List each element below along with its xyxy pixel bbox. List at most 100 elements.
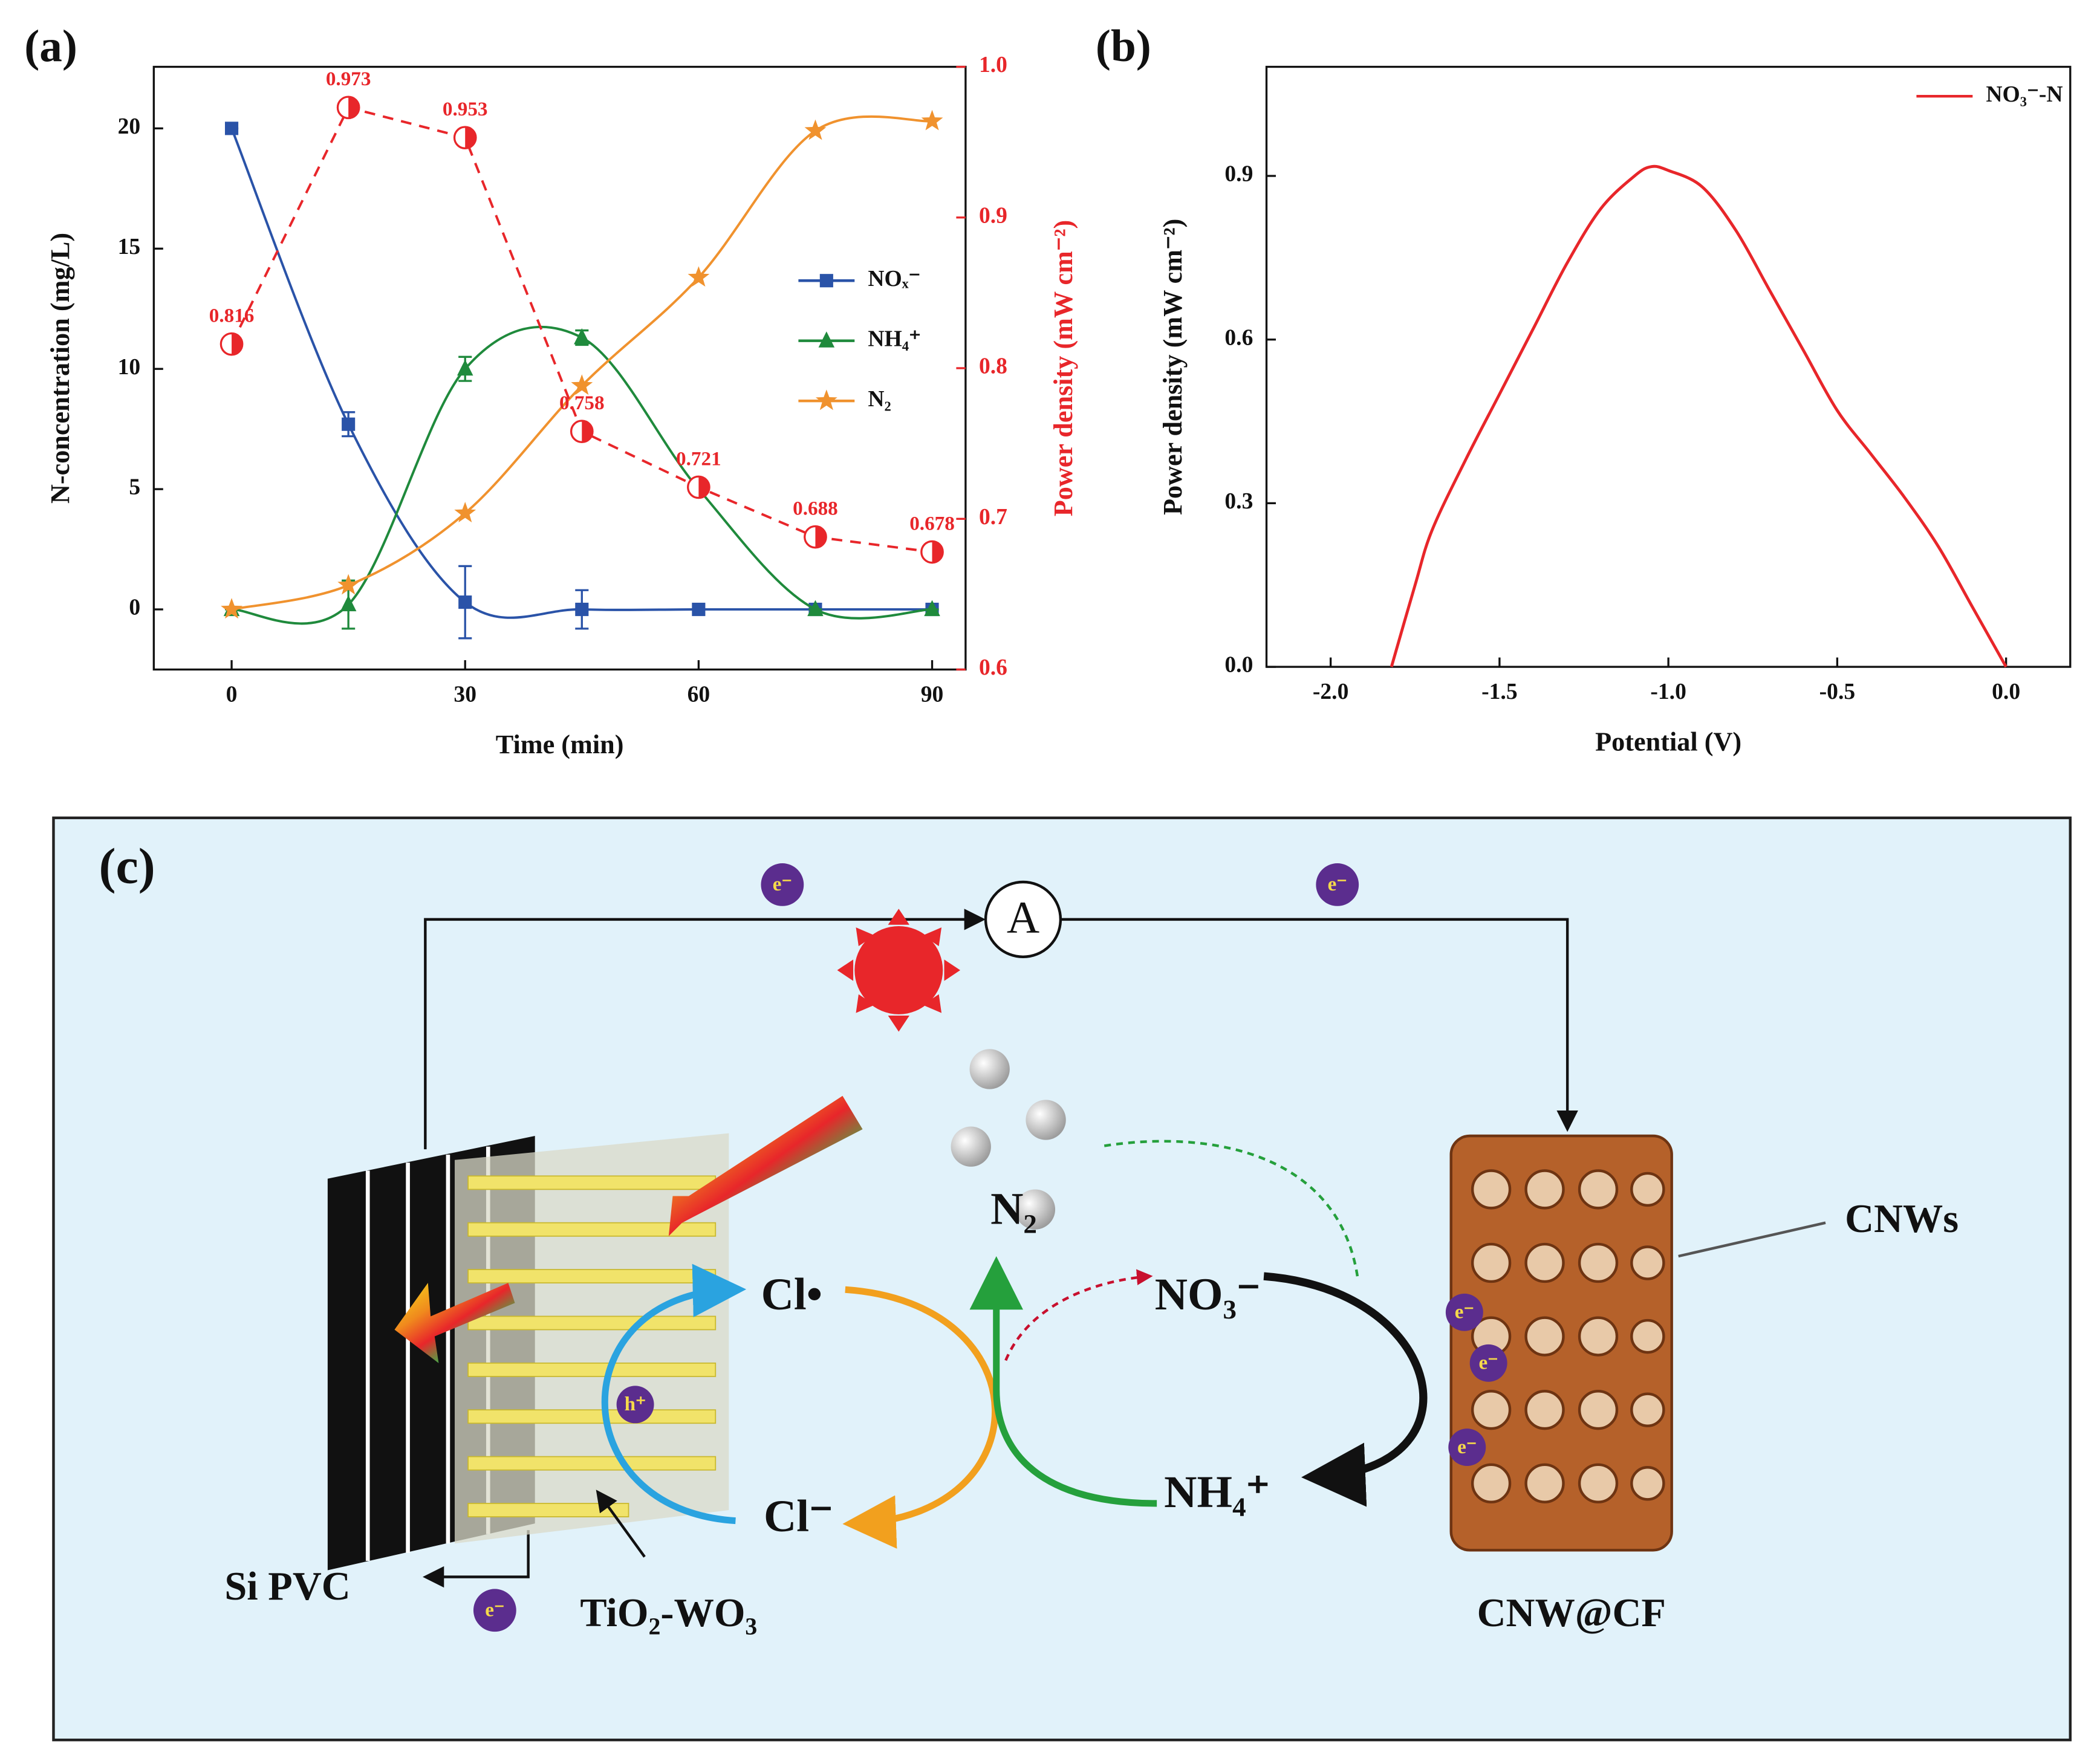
- species-label: Cl•: [761, 1269, 822, 1320]
- series-line: [1390, 164, 2008, 668]
- x-tick-label: -0.5: [1819, 679, 1856, 704]
- marker: [336, 96, 360, 120]
- electron-label: e⁻: [1455, 1301, 1474, 1323]
- pointer-line: [596, 1490, 646, 1558]
- x-tick-label: -1.5: [1481, 679, 1518, 704]
- species-label: N₂: [990, 1184, 1037, 1234]
- legend-label: NH₄⁺: [868, 326, 920, 351]
- circuit-wire: [424, 909, 986, 1150]
- component-label: CNW@CF: [1477, 1591, 1666, 1635]
- electron-label: e⁻: [773, 873, 792, 895]
- sun-rays: [837, 909, 961, 1032]
- component-label: TiO₂-WO₃: [580, 1591, 757, 1635]
- y-tick-label: 20: [118, 114, 141, 139]
- y2-tick-label: 0.9: [979, 203, 1007, 228]
- species-label: NH₄⁺: [1164, 1467, 1270, 1517]
- y-tick-label: 0.6: [1224, 325, 1253, 350]
- n2-molecule: [969, 1049, 1010, 1089]
- marker: [807, 600, 824, 617]
- marker: [219, 332, 244, 356]
- marker: [924, 600, 940, 617]
- y2-tick-label: 0.6: [979, 655, 1007, 680]
- n2-molecule: [1015, 1189, 1056, 1230]
- x-tick-label: 90: [921, 682, 944, 707]
- marker: [804, 525, 827, 549]
- marker: [819, 274, 833, 288]
- y-axis-label: Power density (mW cm⁻²): [1158, 219, 1188, 515]
- marker-half: [698, 476, 710, 498]
- marker-half: [582, 421, 593, 443]
- plot-frame: [1265, 65, 2072, 668]
- cathode-pores: [1471, 1169, 1665, 1503]
- component-label: Si PVC: [224, 1565, 350, 1609]
- n2-molecule: [951, 1126, 991, 1167]
- marker: [815, 389, 837, 410]
- y2-tick-label: 0.7: [979, 505, 1007, 530]
- pointer-line: [1678, 1221, 1826, 1258]
- marker: [570, 420, 594, 444]
- species-label: Cl⁻: [764, 1491, 833, 1542]
- panel-label: (c): [99, 838, 155, 895]
- reaction-arrow: [1263, 1272, 1428, 1507]
- marker-half: [932, 541, 943, 563]
- marker: [454, 502, 476, 523]
- marker: [221, 598, 242, 619]
- marker: [688, 266, 710, 287]
- ammeter: [984, 880, 1062, 959]
- x-tick-label: -2.0: [1313, 679, 1349, 704]
- y-tick-label: 10: [118, 355, 141, 380]
- marker: [804, 119, 827, 140]
- y-axis-label: N-concentration (mg/L): [45, 233, 75, 504]
- plot-frame: [152, 65, 967, 671]
- series-line: [230, 128, 932, 619]
- marker: [458, 595, 472, 609]
- y2-tick-label: 1.0: [979, 53, 1007, 77]
- data-label: 0.688: [793, 498, 838, 520]
- y-tick-label: 5: [129, 475, 140, 500]
- reaction-arrow: [1004, 1269, 1153, 1361]
- y-tick-label: 0.9: [1224, 162, 1253, 187]
- data-label: 0.721: [676, 447, 721, 470]
- circuit-wire: [1060, 918, 1578, 1132]
- marker: [571, 374, 593, 395]
- legend-label: NO₃⁻-N: [1986, 82, 2063, 107]
- series-line: [231, 325, 932, 625]
- photoanode-rods: [467, 1175, 717, 1517]
- marker: [920, 540, 944, 564]
- data-label: 0.816: [209, 305, 255, 327]
- light-beam: [668, 1095, 863, 1236]
- n2-molecule: [1026, 1100, 1066, 1140]
- electron-label: e⁻: [485, 1599, 504, 1621]
- marker-half: [465, 126, 476, 149]
- x-axis-label: Time (min): [496, 730, 624, 759]
- marker: [575, 603, 589, 617]
- sun: [854, 926, 943, 1014]
- marker: [574, 328, 590, 345]
- panel-label: (a): [24, 21, 77, 71]
- data-label: 0.678: [909, 513, 955, 535]
- marker: [687, 475, 710, 499]
- marker: [340, 595, 357, 612]
- marker: [225, 122, 239, 135]
- series-line: [231, 115, 932, 611]
- electron-label: e⁻: [1479, 1352, 1498, 1374]
- cycle-arrow: [969, 1256, 1157, 1507]
- data-label: 0.953: [443, 98, 488, 120]
- marker: [453, 126, 477, 150]
- marker: [921, 109, 943, 131]
- marker: [337, 574, 360, 595]
- y-tick-label: 0: [129, 595, 140, 620]
- x-axis-label: Potential (V): [1595, 727, 1741, 756]
- charge-circles: [473, 863, 1507, 1632]
- marker-half: [815, 526, 827, 548]
- legend-label: NOₓ⁻: [868, 267, 920, 291]
- legend-label: N₂: [868, 387, 891, 412]
- data-label: 0.973: [326, 68, 371, 90]
- marker: [457, 359, 473, 376]
- photoanode: [454, 1133, 729, 1544]
- cycle-arrow: [601, 1263, 747, 1525]
- electron-label: e⁻: [1457, 1436, 1477, 1458]
- x-tick-label: 30: [454, 682, 476, 707]
- hole-label: h⁺: [625, 1393, 646, 1415]
